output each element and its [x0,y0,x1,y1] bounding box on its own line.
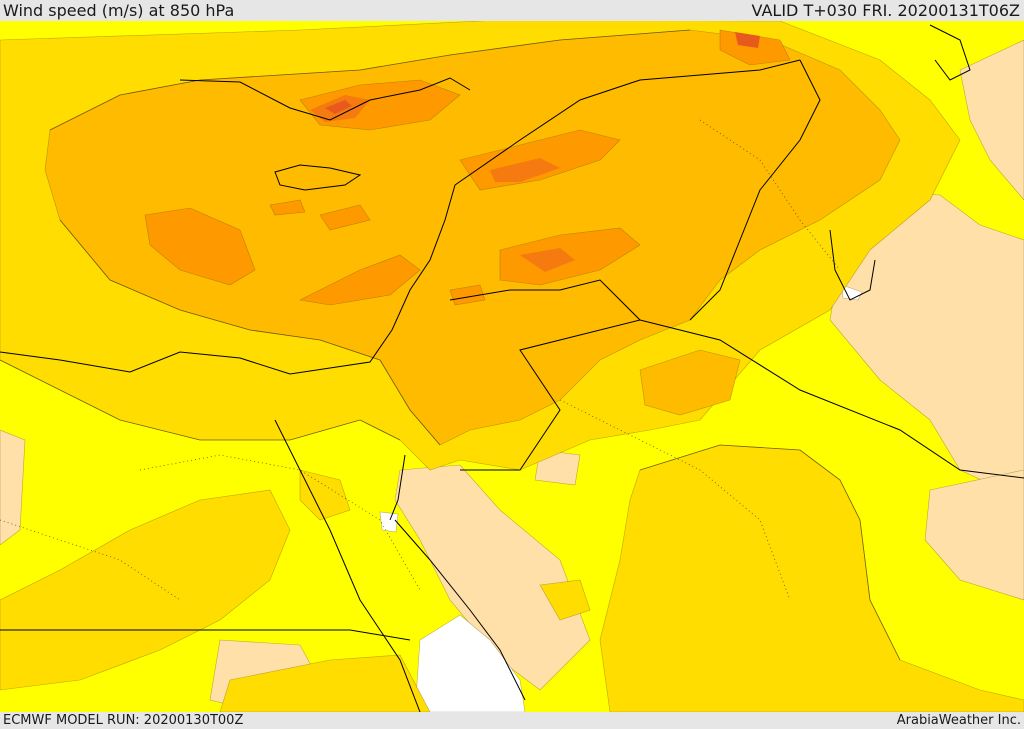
credit-label: ArabiaWeather Inc. [896,713,1021,728]
gold-band-sinai-strip [299,469,351,521]
orange-band-small-3 [449,284,486,306]
calm-region-southeast [924,469,1024,601]
coastline-persian-gulf [829,229,876,301]
orange-band-core [144,207,256,286]
border-egypt-sudan [0,629,411,641]
model-run-label: ECMWF MODEL RUN: 20200130T00Z [3,713,244,728]
amber-band-levant-lower [639,349,741,416]
gold-band-mid [539,579,591,621]
coastline-cyprus [274,164,362,191]
dotted-contours [0,119,841,601]
map-footer: ECMWF MODEL RUN: 20200130T00Z ArabiaWeat… [0,712,1024,729]
map-header: Wind speed (m/s) at 850 hPa VALID T+030 … [0,0,1024,21]
calm-region-egypt-west [0,429,26,546]
contour-3 [0,359,401,441]
orange-band-small-2 [319,204,371,231]
coastline-red-sea-east [394,519,526,701]
contour-1 [49,29,691,131]
valid-time-label: VALID T+030 FRI. 20200131T06Z [751,1,1020,20]
gold-band-sudan [219,654,431,712]
map-canvas [0,21,1024,712]
contour-2 [59,219,441,446]
contour-4 [639,444,901,661]
calm-white-aqaba [379,511,399,533]
calm-white-red-sea [414,614,526,712]
border-iraq-iran [689,59,821,321]
coastline-mediterranean-south [0,184,456,375]
dark-orange-core-syria [490,158,560,182]
coastline-gulf-aqaba [389,454,406,521]
red-orange-core-turkey [325,100,352,114]
isotach-contours [0,29,901,661]
gold-band-africa [0,489,291,691]
dark-orange-core-iraq [520,248,575,272]
map-title: Wind speed (m/s) at 850 hPa [3,1,235,20]
strong-wind-cores [310,32,760,272]
border-saudi-iraq [639,319,1024,479]
coastline-caspian [929,24,971,81]
coastlines-and-borders [0,24,1024,712]
calm-region-sinai [394,464,591,691]
dotted-contour-2 [559,399,791,601]
wind-speed-map[interactable] [0,21,1024,712]
calm-region-northeast [959,39,1024,201]
orange-band-small-1 [269,199,306,216]
orange-band-east-med [299,254,421,306]
red-orange-core-north [735,32,760,48]
coastline-turkey-south [179,77,471,121]
dotted-contour-3 [699,119,841,271]
dotted-contour-1 [139,454,421,591]
border-syria-iraq [454,59,801,186]
coastline-gulf-suez [274,419,421,712]
